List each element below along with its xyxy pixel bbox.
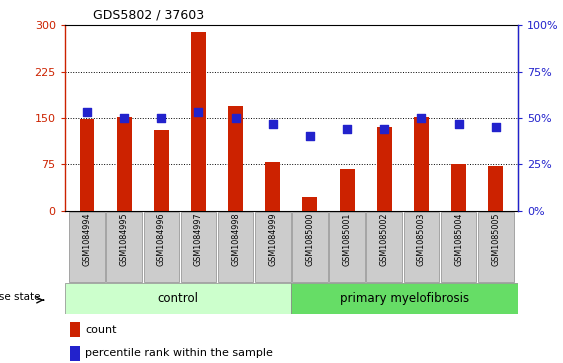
Text: disease state: disease state (0, 292, 40, 302)
Point (83, 110, 92, 115)
Bar (70, 346, 80, 361)
Bar (154, 130, 169, 211)
Text: GSM1084999: GSM1084999 (269, 213, 278, 266)
FancyBboxPatch shape (367, 212, 402, 282)
Text: GSM1085001: GSM1085001 (342, 213, 351, 266)
Point (417, 115, 426, 121)
Point (454, 121, 463, 126)
Text: GSM1084996: GSM1084996 (157, 213, 166, 266)
Point (491, 124, 500, 130)
Bar (228, 106, 243, 211)
Bar (70, 322, 80, 338)
Text: percentile rank within the sample: percentile rank within the sample (85, 348, 273, 359)
Text: control: control (158, 292, 199, 305)
FancyBboxPatch shape (69, 212, 105, 282)
Bar (265, 162, 280, 211)
Bar (339, 168, 355, 211)
Point (342, 126, 351, 132)
FancyBboxPatch shape (292, 283, 518, 314)
FancyBboxPatch shape (478, 212, 513, 282)
Bar (302, 197, 318, 211)
FancyBboxPatch shape (218, 212, 253, 282)
Bar (377, 127, 392, 211)
Text: GSM1085000: GSM1085000 (305, 213, 314, 266)
FancyBboxPatch shape (106, 212, 142, 282)
Text: GSM1084998: GSM1084998 (231, 213, 240, 266)
Point (305, 134, 314, 139)
Text: GSM1085003: GSM1085003 (417, 213, 426, 266)
Bar (79, 119, 95, 211)
FancyBboxPatch shape (292, 212, 328, 282)
Text: GSM1085002: GSM1085002 (379, 213, 388, 266)
FancyBboxPatch shape (255, 212, 291, 282)
Text: GSM1084997: GSM1084997 (194, 213, 203, 266)
Text: primary myelofibrosis: primary myelofibrosis (340, 292, 469, 305)
Bar (488, 166, 503, 211)
Bar (117, 117, 132, 211)
Text: GSM1085004: GSM1085004 (454, 213, 463, 266)
FancyBboxPatch shape (181, 212, 216, 282)
FancyBboxPatch shape (441, 212, 476, 282)
Text: GDS5802 / 37603: GDS5802 / 37603 (93, 9, 204, 22)
Text: GSM1085005: GSM1085005 (491, 213, 500, 266)
Point (231, 115, 240, 121)
Text: GSM1084994: GSM1084994 (83, 213, 92, 266)
FancyBboxPatch shape (65, 283, 292, 314)
FancyBboxPatch shape (329, 212, 365, 282)
Bar (451, 164, 466, 211)
Point (379, 126, 388, 132)
FancyBboxPatch shape (404, 212, 439, 282)
Point (194, 110, 203, 115)
Bar (191, 32, 206, 211)
Bar (414, 117, 429, 211)
Text: GSM1084995: GSM1084995 (120, 213, 129, 266)
Point (157, 115, 166, 121)
Point (269, 121, 278, 126)
Text: count: count (85, 325, 117, 335)
FancyBboxPatch shape (144, 212, 179, 282)
Point (120, 115, 129, 121)
